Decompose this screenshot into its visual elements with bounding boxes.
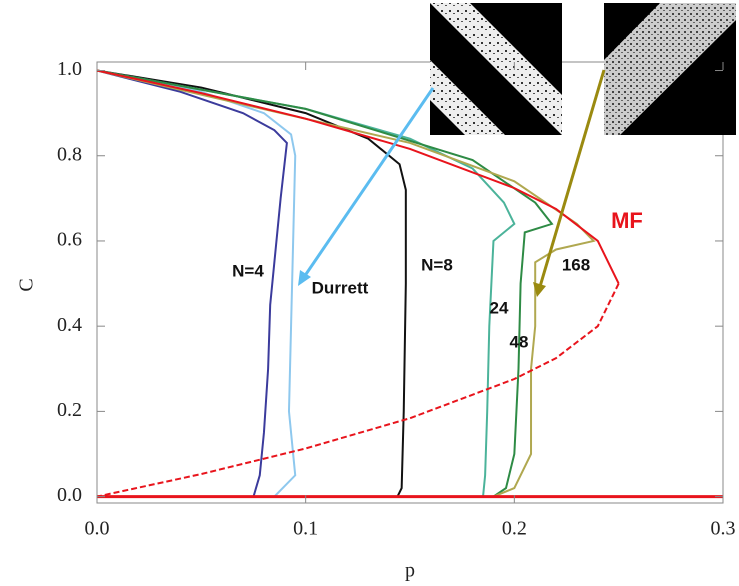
- y-axis-label: C: [16, 278, 38, 291]
- series-label: N=8: [421, 255, 453, 274]
- inset-image: [430, 3, 562, 135]
- inset-image: [604, 3, 736, 135]
- series-label: MF: [611, 208, 643, 233]
- series-label: 168: [562, 255, 590, 274]
- x-tick-label: 0.3: [711, 518, 736, 540]
- arrowhead: [298, 270, 311, 286]
- y-tick-label: 0.6: [57, 229, 82, 251]
- series-line: [97, 284, 619, 497]
- x-tick-label: 0.0: [85, 518, 110, 540]
- y-tick-label: 1.0: [57, 58, 82, 80]
- y-tick-label: 0.0: [57, 484, 82, 506]
- x-tick-label: 0.2: [502, 518, 527, 540]
- y-tick-label: 0.8: [57, 143, 82, 165]
- series-line: [97, 71, 295, 497]
- series-label: 48: [510, 332, 529, 351]
- x-tick-label: 0.1: [293, 518, 318, 540]
- arrow: [302, 88, 433, 280]
- series-label: Durrett: [312, 278, 369, 297]
- series-label: N=4: [232, 261, 264, 280]
- x-axis-label: p: [405, 560, 415, 582]
- y-tick-label: 0.4: [57, 314, 82, 336]
- series-line: [97, 71, 287, 497]
- series-label: 24: [490, 298, 509, 317]
- y-tick-label: 0.2: [57, 399, 82, 421]
- chart: C p 0.0 0.1 0.2 0.3 0.0 0.2 0.4 0.6 0.8 1.0 N=4 Dur…: [0, 0, 739, 586]
